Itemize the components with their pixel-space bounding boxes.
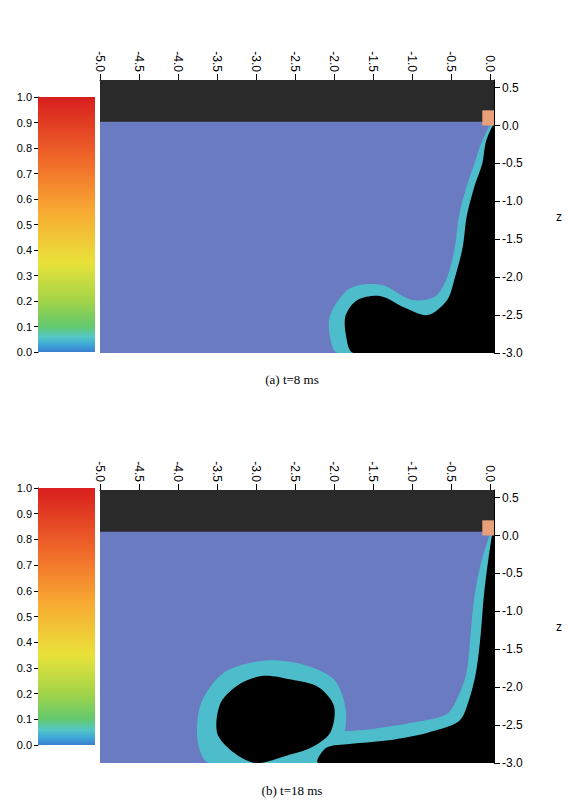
svg-text:-0.5: -0.5 bbox=[444, 461, 458, 482]
svg-text:0.5: 0.5 bbox=[502, 491, 519, 505]
svg-text:0.7: 0.7 bbox=[17, 168, 32, 180]
svg-text:-3.5: -3.5 bbox=[210, 461, 224, 482]
svg-text:0.1: 0.1 bbox=[17, 321, 32, 333]
svg-text:-4.5: -4.5 bbox=[132, 51, 146, 72]
svg-text:0.2: 0.2 bbox=[17, 295, 32, 307]
svg-text:0.1: 0.1 bbox=[17, 713, 32, 725]
svg-text:0.7: 0.7 bbox=[17, 559, 32, 571]
svg-text:-3.5: -3.5 bbox=[210, 51, 224, 72]
svg-text:-1.0: -1.0 bbox=[405, 461, 419, 482]
svg-text:0.9: 0.9 bbox=[17, 117, 32, 129]
svg-text:0.5: 0.5 bbox=[17, 611, 32, 623]
svg-text:-2.5: -2.5 bbox=[502, 308, 523, 322]
svg-text:-1.0: -1.0 bbox=[502, 194, 523, 208]
svg-text:-0.5: -0.5 bbox=[502, 566, 523, 580]
svg-text:z: z bbox=[556, 620, 562, 634]
svg-text:-2.0: -2.0 bbox=[502, 270, 523, 284]
svg-text:-2.0: -2.0 bbox=[327, 51, 341, 72]
svg-text:0.0: 0.0 bbox=[502, 529, 519, 543]
svg-text:1.0: 1.0 bbox=[17, 482, 32, 494]
svg-text:-1.5: -1.5 bbox=[366, 461, 380, 482]
svg-text:0.8: 0.8 bbox=[17, 142, 32, 154]
svg-text:-5.0: -5.0 bbox=[93, 51, 107, 72]
svg-text:0.0: 0.0 bbox=[483, 465, 497, 482]
svg-text:-1.0: -1.0 bbox=[502, 604, 523, 618]
svg-text:0.0: 0.0 bbox=[17, 739, 32, 751]
svg-text:0.0: 0.0 bbox=[502, 119, 519, 133]
svg-text:0.3: 0.3 bbox=[17, 270, 32, 282]
svg-text:1.0: 1.0 bbox=[17, 91, 32, 103]
svg-text:0.5: 0.5 bbox=[17, 219, 32, 231]
svg-text:z: z bbox=[556, 210, 562, 224]
svg-text:(b) t=18 ms: (b) t=18 ms bbox=[262, 783, 323, 798]
svg-text:-3.0: -3.0 bbox=[502, 756, 523, 770]
svg-text:0.6: 0.6 bbox=[17, 585, 32, 597]
svg-text:0.3: 0.3 bbox=[17, 662, 32, 674]
svg-text:-3.0: -3.0 bbox=[249, 461, 263, 482]
svg-text:-1.5: -1.5 bbox=[366, 51, 380, 72]
svg-text:0.0: 0.0 bbox=[17, 346, 32, 358]
svg-text:-4.5: -4.5 bbox=[132, 461, 146, 482]
svg-text:0.5: 0.5 bbox=[502, 81, 519, 95]
svg-text:-2.0: -2.0 bbox=[502, 680, 523, 694]
svg-text:-3.0: -3.0 bbox=[502, 346, 523, 360]
svg-text:-3.0: -3.0 bbox=[249, 51, 263, 72]
svg-text:-1.5: -1.5 bbox=[502, 232, 523, 246]
svg-text:-1.0: -1.0 bbox=[405, 51, 419, 72]
svg-text:0.2: 0.2 bbox=[17, 688, 32, 700]
svg-text:-2.5: -2.5 bbox=[288, 461, 302, 482]
svg-text:0.6: 0.6 bbox=[17, 193, 32, 205]
svg-text:0.4: 0.4 bbox=[17, 244, 32, 256]
svg-text:-2.5: -2.5 bbox=[288, 51, 302, 72]
svg-text:-5.0: -5.0 bbox=[93, 461, 107, 482]
svg-text:-0.5: -0.5 bbox=[444, 51, 458, 72]
svg-text:-1.5: -1.5 bbox=[502, 642, 523, 656]
svg-text:-2.5: -2.5 bbox=[502, 718, 523, 732]
svg-text:0.4: 0.4 bbox=[17, 636, 32, 648]
svg-text:(a) t=8 ms: (a) t=8 ms bbox=[265, 372, 319, 387]
svg-text:-4.0: -4.0 bbox=[171, 461, 185, 482]
svg-text:0.0: 0.0 bbox=[483, 55, 497, 72]
svg-text:-0.5: -0.5 bbox=[502, 156, 523, 170]
svg-text:-2.0: -2.0 bbox=[327, 461, 341, 482]
svg-text:0.9: 0.9 bbox=[17, 508, 32, 520]
svg-text:0.8: 0.8 bbox=[17, 533, 32, 545]
svg-text:-4.0: -4.0 bbox=[171, 51, 185, 72]
